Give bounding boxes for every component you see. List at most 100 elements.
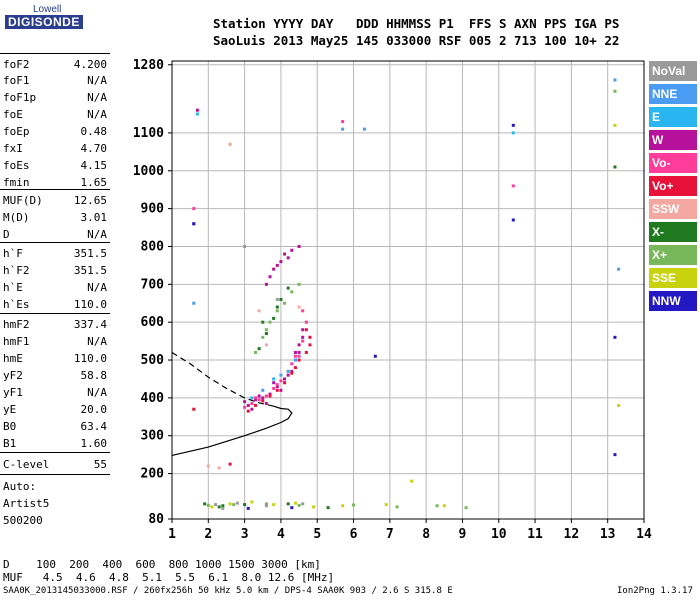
- data-point: [279, 373, 283, 377]
- data-point: [301, 502, 305, 506]
- data-point: [228, 502, 232, 506]
- legend-item-nnw: NNW: [649, 291, 697, 311]
- data-point: [293, 501, 297, 505]
- legend-item-vo-: Vo+: [649, 176, 697, 196]
- y-tick-label: 200: [141, 467, 165, 482]
- data-point: [250, 396, 254, 400]
- param-label: fmin: [3, 176, 30, 189]
- digisonde-logo: Lowell DIGISONDE: [3, 4, 83, 34]
- data-point: [246, 409, 250, 413]
- data-point: [384, 503, 388, 507]
- data-point: [442, 504, 446, 508]
- data-point: [617, 403, 621, 407]
- y-tick-label: 1100: [133, 126, 164, 141]
- data-point: [301, 309, 305, 313]
- data-point: [511, 218, 515, 222]
- x-tick-label: 13: [600, 527, 616, 542]
- data-point: [257, 347, 261, 351]
- data-point: [275, 263, 279, 267]
- data-point: [290, 362, 294, 366]
- legend-item-sse: SSE: [649, 268, 697, 288]
- param-label: C-level: [3, 458, 50, 471]
- param-label: yF2: [3, 369, 23, 382]
- param-value: 12.65: [73, 194, 107, 207]
- param-value: 110.0: [73, 352, 107, 365]
- data-point: [297, 503, 301, 507]
- data-point: [261, 335, 265, 339]
- param-separator: [0, 313, 110, 314]
- data-point: [283, 381, 287, 385]
- param-value: N/A: [87, 91, 107, 104]
- data-point: [312, 505, 316, 509]
- data-point: [293, 358, 297, 362]
- param-h-es: h`Es 110.0: [3, 297, 107, 312]
- param-yf2: yF2 58.8: [3, 368, 107, 383]
- data-point: [261, 388, 265, 392]
- param-b0: B0 63.4: [3, 419, 107, 434]
- param-value: 337.4: [73, 318, 107, 331]
- data-point: [279, 297, 283, 301]
- y-tick-label: 1000: [133, 164, 164, 179]
- data-point: [264, 504, 268, 508]
- x-tick-label: 11: [527, 527, 543, 542]
- x-tick-label: 12: [564, 527, 580, 542]
- data-point: [192, 207, 196, 211]
- data-point: [283, 301, 287, 305]
- data-point: [257, 398, 261, 402]
- data-point: [195, 108, 199, 112]
- data-point: [272, 381, 276, 385]
- data-point: [304, 320, 308, 324]
- param-m-d-: M(D) 3.01: [3, 210, 107, 225]
- data-point: [613, 123, 617, 127]
- distance-row: D 100 200 400 600 800 1000 1500 3000 [km…: [3, 558, 321, 571]
- data-point: [264, 502, 268, 506]
- x-tick-label: 10: [491, 527, 507, 542]
- data-point: [297, 343, 301, 347]
- series-sse: [210, 123, 621, 509]
- param-fmin: fmin 1.65: [3, 175, 107, 190]
- series-ssw: [206, 142, 301, 470]
- data-point: [297, 282, 301, 286]
- param-label: foEs: [3, 159, 30, 172]
- param-fof1: foF1 N/A: [3, 73, 107, 88]
- data-point: [301, 339, 305, 343]
- param-value: 1.60: [80, 437, 108, 450]
- x-tick-label: 8: [422, 527, 430, 542]
- data-point: [297, 244, 301, 248]
- param-label: hmE: [3, 352, 23, 365]
- param-value: 4.200: [73, 58, 107, 71]
- param-value: N/A: [87, 74, 107, 87]
- data-point: [261, 399, 265, 403]
- param-b1: B1 1.60: [3, 436, 107, 451]
- data-point: [613, 453, 617, 457]
- data-point: [264, 394, 268, 398]
- data-point: [286, 256, 290, 260]
- param-separator: [0, 452, 110, 453]
- param-value: 4.70: [80, 142, 108, 155]
- x-tick-label: 6: [350, 527, 358, 542]
- legend-item-noval: NoVal: [649, 61, 697, 81]
- param-label: h`F: [3, 247, 23, 260]
- param-label: hmF2: [3, 318, 30, 331]
- chart-points: [192, 78, 621, 510]
- param-label: D: [3, 228, 10, 241]
- param-value: 351.5: [73, 247, 107, 260]
- param-value: 3.01: [80, 211, 108, 224]
- param-label: foF2: [3, 58, 30, 71]
- data-point: [275, 388, 279, 392]
- data-point: [301, 328, 305, 332]
- param-value: 20.0: [80, 403, 108, 416]
- data-point: [275, 305, 279, 309]
- auto-program: Artist5: [3, 497, 50, 510]
- data-point: [250, 407, 254, 411]
- data-point: [275, 309, 279, 313]
- param-c-level: C-level 55: [3, 457, 107, 472]
- data-point: [304, 328, 308, 332]
- data-point: [275, 297, 279, 301]
- data-point: [250, 500, 254, 504]
- data-point: [221, 506, 225, 510]
- param-foep: foEp 0.48: [3, 124, 107, 139]
- param-d: D N/A: [3, 227, 107, 242]
- data-point: [613, 89, 617, 93]
